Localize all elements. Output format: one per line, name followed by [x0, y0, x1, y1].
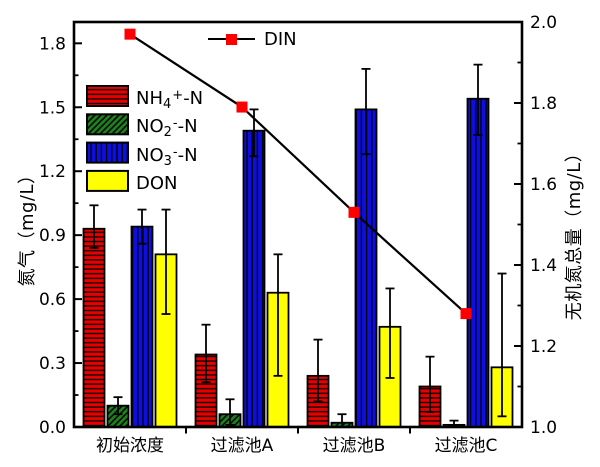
plot-border	[72, 20, 524, 429]
error-bar-don-2	[385, 287, 395, 379]
legend-label-base: DON	[136, 172, 178, 194]
error-bar-don-3	[497, 272, 507, 418]
right-tick-label: 1.6	[530, 175, 557, 195]
legend-swatch-don	[87, 170, 128, 191]
legend-swatch-border-no3-n	[86, 141, 129, 164]
left-tick-label: 0.3	[39, 354, 66, 374]
legend-label-nh4-n: NH4+-N	[136, 84, 204, 112]
left-tick-label: 0.6	[39, 290, 66, 310]
error-bar-nh4-n-3	[425, 355, 435, 413]
x-tick-label: 过滤池A	[211, 436, 274, 456]
bar-hatch-nh4-n-1	[195, 354, 217, 427]
legend-swatch-border-nh4-n	[86, 85, 129, 107]
right-tick-label: 1.4	[530, 256, 557, 276]
legend-label-sub: 3	[163, 153, 172, 169]
legend-swatch-border-don	[86, 169, 129, 192]
bar-hatch-no3-n-1	[243, 130, 265, 428]
error-bar-nh4-n-2	[313, 338, 323, 403]
legend-swatch-hatch-no2-n	[87, 114, 128, 135]
din-legend: DIN	[208, 28, 297, 50]
left-tick-label: 1.8	[39, 34, 66, 54]
left-axis-title: 氮气（mg/L）	[17, 165, 38, 287]
bar-don-0	[155, 254, 177, 427]
x-tick-label: 过滤池B	[323, 436, 386, 456]
left-tick-label: 1.2	[39, 162, 66, 182]
error-bar-don-1	[273, 253, 283, 377]
axes-layer: 0.0 0.3 0.6 0.9 1.2 1.5 1.8 1.0 1.2 1.4 1.6 1.8 2.0 初…	[39, 13, 557, 456]
error-bar-nh4-n-1	[201, 323, 211, 384]
bar-hatch-no3-n-2	[355, 109, 377, 427]
legend-label-sup: +	[172, 88, 184, 103]
bar-hatch-no2-n-0	[107, 405, 129, 427]
legend-label-base: NO	[136, 116, 164, 138]
error-bar-nh4-n-0	[89, 204, 99, 249]
x-tick-label: 初始浓度	[96, 436, 164, 456]
legend-label-base: NH	[136, 88, 163, 109]
error-bar-don-0	[161, 208, 171, 315]
din-marker-0	[124, 28, 136, 40]
din-line-sample	[208, 33, 255, 45]
legend-swatch-border-no2-n	[86, 113, 129, 136]
error-bar-no3-n-0	[137, 208, 147, 245]
left-tick-label: 0.9	[39, 226, 66, 246]
left-tick-label: 0.0	[39, 418, 66, 438]
legend-label-base: NO	[136, 144, 164, 166]
legend-label-rest: -N	[177, 144, 198, 166]
din-marker-3	[460, 308, 472, 320]
error-bar-no2-n-1	[225, 398, 235, 426]
legend-label-sup: -	[172, 144, 178, 160]
din-marker-1	[236, 101, 248, 113]
bar-hatch-no3-n-3	[467, 98, 489, 427]
right-tick-label: 2.0	[530, 13, 557, 33]
bar-hatch-nh4-n-0	[83, 228, 105, 427]
error-bar-no2-n-0	[113, 396, 123, 416]
legend-label-rest: -N	[183, 88, 204, 109]
right-axis-title: 无机氮总量（mg/L）	[564, 143, 585, 321]
right-tick-label: 1.8	[530, 94, 557, 114]
right-tick-label: 1.2	[530, 337, 557, 357]
legend-swatches-layer	[86, 85, 129, 192]
legend-label-don: DON	[136, 169, 179, 194]
legend-label-sup: -	[172, 116, 178, 132]
right-tick-label: 1.0	[530, 418, 557, 438]
error-bar-no3-n-3	[473, 63, 483, 136]
legend-label-no2-n: NO2--N	[136, 112, 198, 140]
bar-hatch-no3-n-0	[131, 226, 153, 427]
legend-swatch-hatch-no3-n	[87, 142, 128, 163]
legend-swatch-hatch-nh4-n	[87, 86, 128, 106]
error-bar-no3-n-2	[361, 67, 371, 156]
din-line	[129, 33, 467, 315]
legend-label-no3-n: NO3--N	[136, 141, 198, 169]
x-tick-label: 过滤池C	[435, 436, 498, 456]
legend-label-sub: 4	[163, 97, 172, 112]
din-legend-label: DIN	[264, 28, 297, 50]
line-layer	[124, 28, 472, 320]
din-marker-icon	[226, 33, 237, 45]
left-tick-label: 1.5	[39, 98, 66, 118]
legend-label-sub: 2	[163, 125, 172, 141]
din-marker-2	[348, 206, 360, 218]
legend-label-rest: -N	[177, 116, 198, 138]
